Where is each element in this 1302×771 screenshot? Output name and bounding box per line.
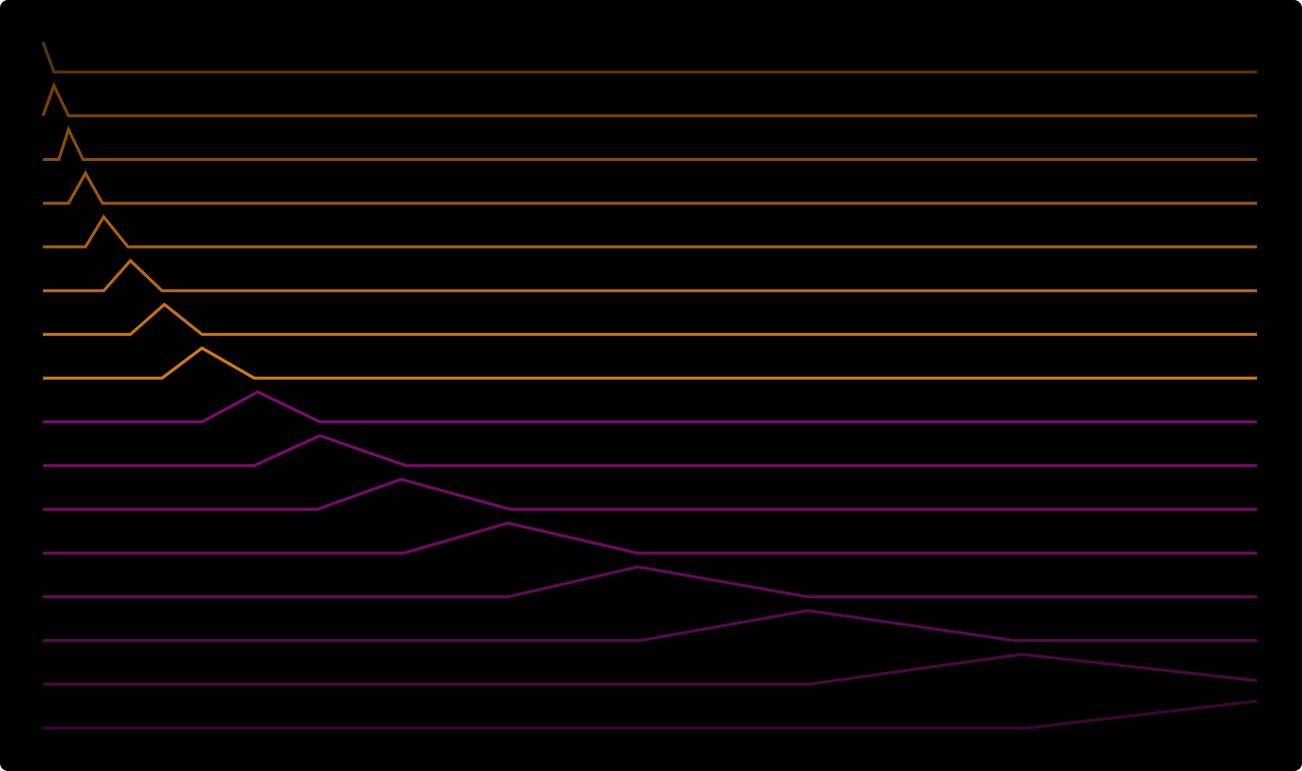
series-line-4 [43,170,1257,205]
series-line-6 [43,258,1257,293]
series-line-16 [43,699,1258,730]
series-line-5 [43,214,1257,249]
series-line-14 [43,608,1257,642]
series-line-9 [43,390,1257,424]
series-line-13 [43,565,1257,599]
series-line-3 [43,125,1257,161]
series-line-15 [43,652,1258,686]
series-line-8 [43,346,1257,380]
series-line-2 [41,81,1257,118]
series-line-10 [43,433,1257,468]
series-line-12 [43,521,1257,555]
series-line-1 [41,41,1257,74]
series-line-11 [43,477,1257,511]
series-line-7 [43,302,1257,336]
series-group [41,41,1258,730]
